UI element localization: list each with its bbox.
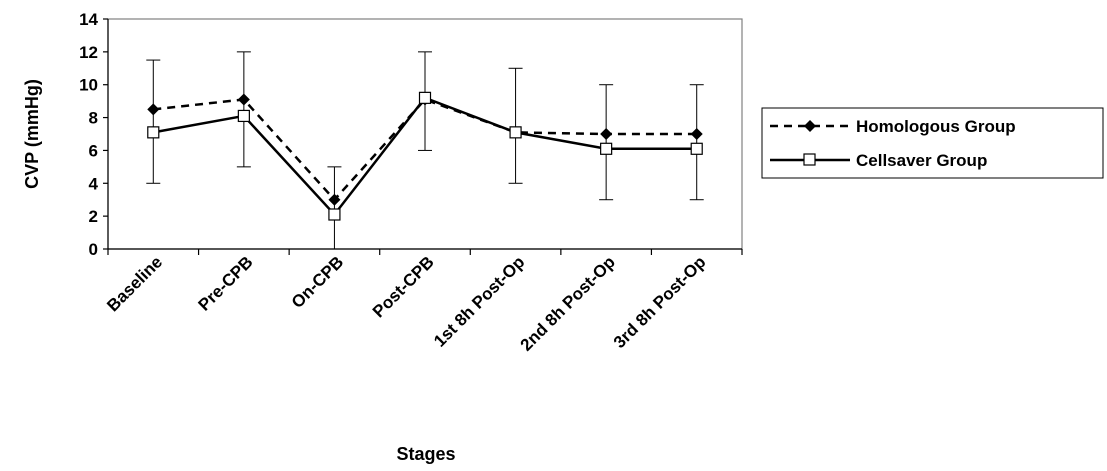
legend-marker-homologous bbox=[804, 120, 816, 132]
point-homologous bbox=[147, 103, 160, 116]
point-cellsaver bbox=[600, 142, 613, 155]
y-tick-label: 0 bbox=[89, 240, 98, 259]
point-cellsaver bbox=[509, 126, 522, 139]
legend-label-homologous: Homologous Group bbox=[856, 117, 1016, 136]
x-axis-title: Stages bbox=[396, 444, 455, 464]
y-tick-label: 6 bbox=[89, 141, 98, 160]
y-tick-label: 2 bbox=[89, 207, 98, 226]
point-cellsaver bbox=[147, 126, 160, 139]
series-layer bbox=[147, 91, 703, 221]
y-tick-label: 14 bbox=[79, 10, 98, 29]
x-tick-label: Pre-CPB bbox=[194, 252, 256, 314]
x-tick-label: On-CPB bbox=[288, 252, 348, 312]
point-homologous bbox=[328, 193, 341, 206]
point-cellsaver bbox=[418, 91, 432, 104]
x-tick-label: Post-CPB bbox=[369, 252, 438, 321]
point-homologous bbox=[600, 128, 613, 140]
point-homologous bbox=[690, 128, 703, 140]
legend-label-cellsaver: Cellsaver Group bbox=[856, 151, 987, 170]
legend-marker-cellsaver bbox=[803, 153, 816, 166]
x-tick-label: 1st 8h Post-Op bbox=[430, 252, 528, 350]
legend: Homologous Group Cellsaver Group bbox=[761, 107, 1104, 179]
error-bars bbox=[146, 51, 704, 250]
y-tick-label: 10 bbox=[79, 76, 98, 95]
y-axis-title: CVP (mmHg) bbox=[22, 79, 42, 189]
x-tick-label: Baseline bbox=[103, 252, 166, 315]
y-axis: 0 2 4 6 8 10 12 14 bbox=[79, 10, 109, 259]
y-tick-label: 4 bbox=[89, 174, 99, 193]
point-cellsaver bbox=[237, 109, 250, 123]
x-tick-label: 2nd 8h Post-Op bbox=[517, 252, 619, 354]
point-homologous bbox=[237, 93, 250, 106]
y-tick-label: 8 bbox=[89, 109, 98, 128]
legend-box bbox=[761, 107, 1104, 179]
y-tick-label: 12 bbox=[79, 43, 98, 62]
x-tick-label: 3rd 8h Post-Op bbox=[610, 252, 710, 352]
point-cellsaver bbox=[328, 208, 341, 221]
point-cellsaver bbox=[690, 142, 703, 155]
